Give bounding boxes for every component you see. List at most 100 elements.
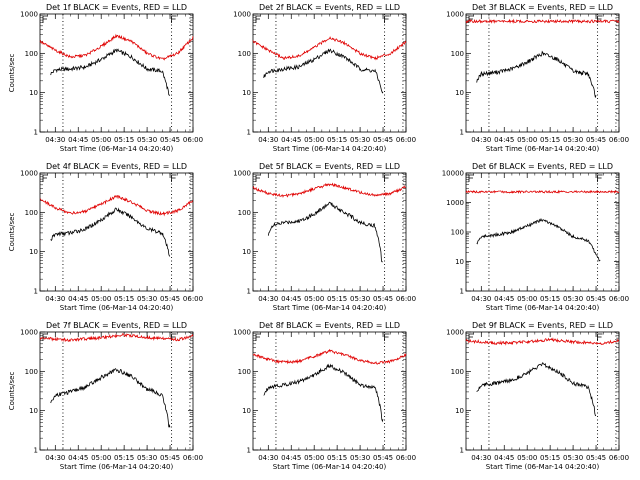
y-axis-label: Counts/sec bbox=[8, 54, 16, 93]
y-tick-label: 1 bbox=[247, 288, 251, 296]
x-tick-label: 05:15 bbox=[114, 454, 134, 462]
interval-marker bbox=[384, 15, 390, 23]
x-tick-label: 04:30 bbox=[258, 136, 278, 144]
y-tick-label: 1 bbox=[34, 288, 38, 296]
x-tick-label: 04:45 bbox=[281, 136, 301, 144]
x-tick-label: 06:00 bbox=[396, 454, 416, 462]
interval-marker bbox=[597, 333, 603, 341]
interval-marker bbox=[255, 174, 261, 182]
chart-title: Det 1f BLACK = Events, RED = LLD bbox=[46, 3, 187, 12]
chart-title: Det 9f BLACK = Events, RED = LLD bbox=[472, 321, 613, 330]
x-tick-label: 05:00 bbox=[91, 454, 111, 462]
y-tick-label: 1000 bbox=[233, 11, 251, 19]
y-tick-label: 10 bbox=[242, 248, 251, 256]
y-tick-label: 1000 bbox=[20, 170, 38, 178]
x-axis-label: Start Time (06-Mar-14 04:20:40) bbox=[273, 145, 387, 153]
x-tick-label: 05:45 bbox=[373, 295, 393, 303]
x-tick-label: 05:45 bbox=[586, 136, 606, 144]
y-tick-label: 1000 bbox=[446, 329, 464, 337]
interval-marker bbox=[42, 15, 48, 23]
chart-panel-3: Det 3f BLACK = Events, RED = LLD 1 10 100 10… bbox=[446, 3, 629, 153]
y-tick-label: 100 bbox=[25, 209, 38, 217]
x-tick-label: 05:45 bbox=[373, 136, 393, 144]
x-tick-label: 05:15 bbox=[114, 136, 134, 144]
interval-marker bbox=[171, 333, 177, 341]
x-tick-label: 04:30 bbox=[258, 454, 278, 462]
chart-title: Det 2f BLACK = Events, RED = LLD bbox=[259, 3, 400, 12]
x-tick-label: 06:00 bbox=[396, 295, 416, 303]
x-tick-label: 04:30 bbox=[45, 136, 65, 144]
x-tick-label: 05:30 bbox=[563, 136, 583, 144]
y-tick-label: 1000 bbox=[446, 199, 464, 207]
x-tick-label: 05:45 bbox=[160, 295, 180, 303]
y-tick-label: 1000 bbox=[233, 329, 251, 337]
x-tick-label: 05:15 bbox=[540, 295, 560, 303]
x-tick-label: 05:45 bbox=[373, 454, 393, 462]
interval-marker bbox=[42, 333, 48, 341]
series-line-lld bbox=[252, 36, 407, 61]
y-tick-label: 100 bbox=[451, 50, 464, 58]
interval-marker bbox=[468, 15, 474, 23]
y-tick-label: 1000 bbox=[20, 329, 38, 337]
y-tick-label: 100 bbox=[451, 229, 464, 237]
y-tick-label: 1 bbox=[460, 447, 464, 455]
series-line-events bbox=[50, 207, 171, 257]
x-tick-label: 04:45 bbox=[281, 454, 301, 462]
series-line-events bbox=[267, 201, 383, 263]
x-tick-label: 06:00 bbox=[183, 454, 203, 462]
y-tick-label: 10 bbox=[242, 89, 251, 97]
y-tick-label: 100 bbox=[238, 209, 251, 217]
interval-marker bbox=[468, 174, 474, 182]
x-tick-label: 05:00 bbox=[91, 295, 111, 303]
x-tick-label: 05:45 bbox=[586, 454, 606, 462]
x-tick-label: 06:00 bbox=[609, 454, 629, 462]
interval-marker bbox=[468, 333, 474, 341]
series-line-lld bbox=[465, 337, 620, 346]
x-tick-label: 05:30 bbox=[563, 295, 583, 303]
chart-panel-6: Det 6f BLACK = Events, RED = LLD 1 10 100 10… bbox=[442, 162, 629, 312]
x-tick-label: 05:15 bbox=[327, 295, 347, 303]
x-tick-label: 05:30 bbox=[137, 136, 157, 144]
interval-marker bbox=[42, 174, 48, 182]
y-tick-label: 100 bbox=[25, 50, 38, 58]
x-axis-label: Start Time (06-Mar-14 04:20:40) bbox=[60, 145, 174, 153]
x-tick-label: 06:00 bbox=[396, 136, 416, 144]
y-tick-label: 1 bbox=[460, 129, 464, 137]
interval-marker bbox=[384, 333, 390, 341]
y-tick-label: 10 bbox=[29, 407, 38, 415]
series-line-events bbox=[50, 48, 171, 96]
series-line-lld bbox=[39, 33, 194, 61]
x-tick-label: 05:15 bbox=[327, 136, 347, 144]
x-tick-label: 05:15 bbox=[540, 454, 560, 462]
y-tick-label: 1000 bbox=[233, 170, 251, 178]
chart-title: Det 8f BLACK = Events, RED = LLD bbox=[259, 321, 400, 330]
interval-marker bbox=[384, 174, 390, 182]
series-line-events bbox=[476, 50, 597, 98]
interval-marker bbox=[255, 333, 261, 341]
x-tick-label: 06:00 bbox=[183, 136, 203, 144]
series-line-lld bbox=[252, 348, 407, 365]
chart-panel-5: Det 5f BLACK = Events, RED = LLD 1 10 100 10… bbox=[233, 162, 416, 312]
x-tick-label: 04:45 bbox=[494, 295, 514, 303]
x-axis-label: Start Time (06-Mar-14 04:20:40) bbox=[60, 463, 174, 471]
x-tick-label: 04:30 bbox=[471, 136, 491, 144]
series-line-lld bbox=[465, 189, 620, 194]
y-tick-label: 1000 bbox=[20, 11, 38, 19]
x-tick-label: 05:00 bbox=[304, 295, 324, 303]
x-tick-label: 04:45 bbox=[68, 454, 88, 462]
y-tick-label: 10 bbox=[29, 248, 38, 256]
series-line-lld bbox=[465, 18, 620, 25]
x-tick-label: 05:00 bbox=[304, 454, 324, 462]
x-tick-label: 05:45 bbox=[160, 136, 180, 144]
x-tick-label: 05:00 bbox=[517, 454, 537, 462]
x-tick-label: 05:30 bbox=[137, 454, 157, 462]
chart-title: Det 4f BLACK = Events, RED = LLD bbox=[46, 162, 187, 171]
x-tick-label: 06:00 bbox=[609, 136, 629, 144]
y-tick-label: 10 bbox=[242, 407, 251, 415]
y-tick-label: 1 bbox=[34, 129, 38, 137]
x-tick-label: 04:30 bbox=[258, 295, 278, 303]
x-tick-label: 04:30 bbox=[471, 295, 491, 303]
chart-title: Det 7f BLACK = Events, RED = LLD bbox=[46, 321, 187, 330]
x-axis-label: Start Time (06-Mar-14 04:20:40) bbox=[273, 304, 387, 312]
x-tick-label: 05:00 bbox=[304, 136, 324, 144]
